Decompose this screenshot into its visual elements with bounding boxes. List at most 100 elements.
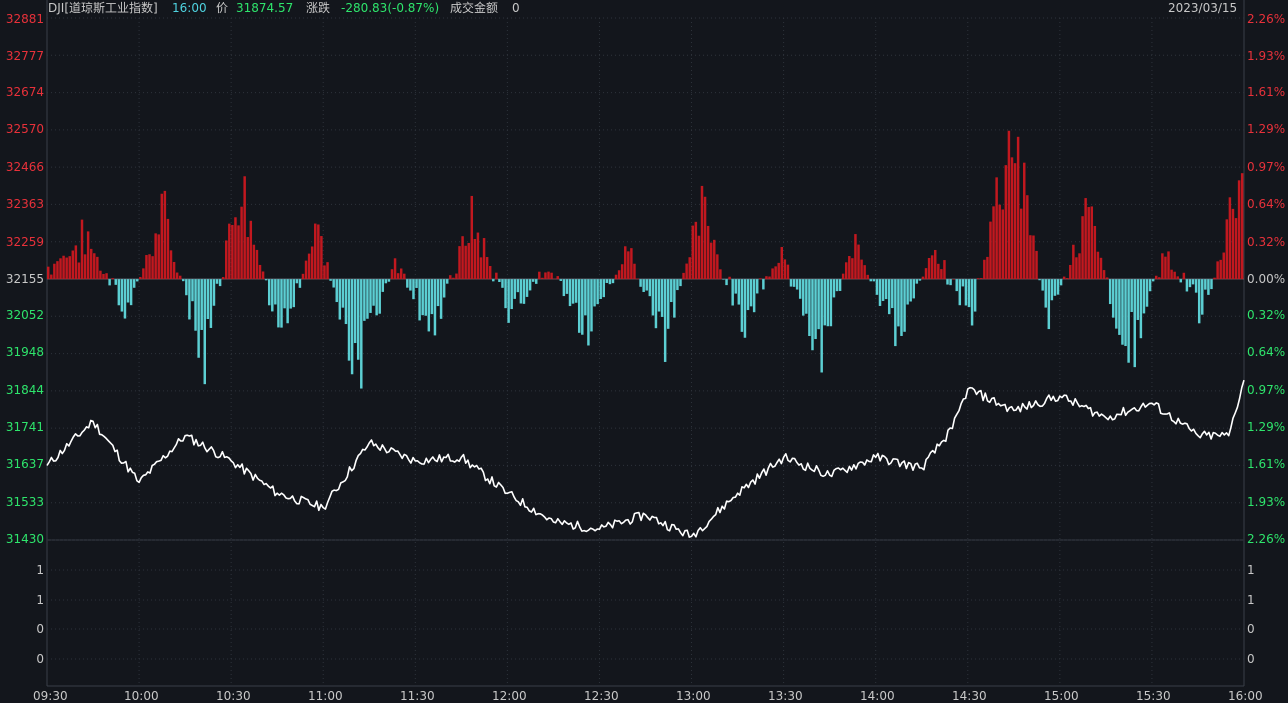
change-bar bbox=[1225, 219, 1229, 280]
change-bar bbox=[326, 262, 329, 280]
change-bar bbox=[743, 279, 747, 338]
change-bar bbox=[860, 259, 863, 280]
change-bar bbox=[498, 279, 501, 282]
change-bar bbox=[455, 273, 458, 280]
change-bar bbox=[215, 279, 219, 284]
change-bar bbox=[749, 279, 753, 307]
change-bar bbox=[139, 276, 142, 280]
change-bar bbox=[335, 279, 338, 303]
change-bar bbox=[875, 279, 879, 295]
change-bar bbox=[602, 279, 605, 298]
change-bar bbox=[1118, 279, 1121, 335]
change-bar bbox=[317, 224, 320, 280]
change-bar bbox=[1213, 277, 1216, 280]
change-bar bbox=[694, 221, 698, 280]
volume-tick: 0 bbox=[1247, 652, 1255, 666]
change-bar bbox=[99, 270, 102, 280]
change-bar bbox=[516, 279, 520, 293]
change-bar bbox=[691, 225, 695, 280]
change-bar bbox=[409, 279, 412, 291]
change-bar bbox=[1099, 257, 1103, 280]
change-bar bbox=[617, 270, 621, 280]
change-bar bbox=[725, 279, 728, 286]
change-bar bbox=[1019, 208, 1023, 280]
change-bar bbox=[571, 279, 575, 304]
change-bar bbox=[519, 279, 523, 304]
change-bar bbox=[952, 279, 955, 280]
change-bar bbox=[360, 279, 363, 389]
change-bar bbox=[470, 195, 474, 280]
change-bar bbox=[188, 279, 191, 320]
change-bar bbox=[421, 279, 424, 316]
change-bar bbox=[866, 274, 869, 280]
change-bar bbox=[93, 253, 96, 280]
change-bar bbox=[1194, 279, 1198, 293]
symbol-name[interactable]: DJI[道琼斯工业指数] bbox=[48, 1, 158, 15]
change-bar bbox=[700, 185, 704, 280]
change-bar bbox=[442, 279, 446, 298]
change-bar bbox=[848, 256, 851, 280]
change-bar bbox=[1182, 272, 1186, 280]
change-bar bbox=[1081, 216, 1084, 280]
change-bar bbox=[1047, 279, 1051, 330]
change-bar bbox=[676, 279, 679, 291]
change-bar bbox=[132, 279, 136, 288]
time-tick: 10:00 bbox=[124, 689, 159, 703]
change-bar bbox=[197, 279, 200, 358]
price-tick: 31430 bbox=[5, 532, 44, 546]
change-bar bbox=[713, 239, 716, 280]
change-bar bbox=[384, 279, 388, 284]
change-bar bbox=[77, 262, 81, 280]
change-bar bbox=[86, 231, 90, 280]
change-bar bbox=[823, 279, 826, 326]
price-tick: 32881 bbox=[5, 12, 44, 26]
change-bar bbox=[83, 254, 87, 280]
change-bar bbox=[786, 264, 790, 280]
change-bar bbox=[145, 255, 148, 280]
change-bar bbox=[234, 217, 237, 280]
change-bar bbox=[1056, 279, 1060, 295]
change-bar bbox=[556, 276, 559, 280]
time-tick: 13:30 bbox=[768, 689, 803, 703]
amount-label: 成交金额 bbox=[450, 1, 499, 15]
change-bar bbox=[627, 251, 630, 280]
change-bar bbox=[759, 278, 762, 280]
change-bar bbox=[160, 193, 164, 280]
change-bar bbox=[1234, 218, 1238, 280]
change-bar bbox=[126, 279, 130, 303]
change-bar bbox=[436, 279, 440, 307]
price-tick: 32777 bbox=[5, 49, 44, 63]
change-bar bbox=[734, 279, 737, 294]
change-bar bbox=[777, 262, 780, 280]
price-tick: 31637 bbox=[5, 457, 44, 471]
change-bar bbox=[633, 263, 636, 280]
change-bar bbox=[479, 257, 483, 280]
change-bar bbox=[375, 279, 378, 316]
change-bar bbox=[654, 279, 658, 329]
change-bar bbox=[105, 273, 108, 280]
change-bar bbox=[608, 279, 612, 285]
change-bar bbox=[175, 272, 179, 280]
change-bar bbox=[378, 279, 381, 314]
change-bar bbox=[1001, 209, 1004, 280]
change-bar bbox=[832, 279, 836, 298]
change-bar bbox=[310, 246, 314, 280]
change-bar bbox=[577, 279, 581, 333]
percent-tick: 0.64% bbox=[1247, 345, 1286, 359]
percent-tick: 0.32% bbox=[1247, 308, 1286, 322]
change-bar bbox=[452, 277, 455, 280]
change-bar bbox=[1133, 279, 1136, 368]
change-bar bbox=[314, 223, 317, 280]
change-bar bbox=[1035, 250, 1038, 280]
time-tick: 15:30 bbox=[1136, 689, 1171, 703]
change-bar bbox=[949, 279, 952, 286]
change-bar bbox=[114, 279, 117, 285]
change-bar bbox=[47, 266, 50, 280]
change-bar bbox=[937, 263, 940, 280]
amount-value: 0 bbox=[512, 1, 520, 15]
change-bar bbox=[955, 279, 958, 292]
change-bar bbox=[1023, 162, 1026, 280]
change-bar bbox=[614, 274, 618, 280]
change-bar bbox=[320, 236, 323, 280]
